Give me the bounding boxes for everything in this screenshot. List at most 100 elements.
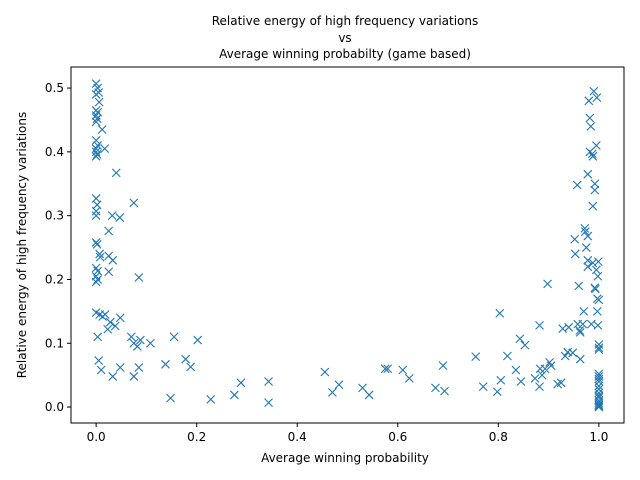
data-point <box>91 151 101 161</box>
x-tick-label: 1.0 <box>589 430 608 444</box>
data-point <box>93 332 103 342</box>
data-point <box>592 306 602 316</box>
data-point <box>478 382 488 392</box>
data-point <box>186 362 196 372</box>
data-point <box>578 319 588 329</box>
data-point <box>560 351 570 361</box>
data-point <box>134 363 144 372</box>
data-point <box>586 121 596 131</box>
data-point <box>588 258 598 268</box>
data-point <box>511 365 521 375</box>
data-point <box>91 238 101 247</box>
y-tick-label: 0.1 <box>45 336 64 350</box>
data-point <box>594 377 604 386</box>
data-point <box>320 367 330 377</box>
chart-title: Relative energy of high frequency variat… <box>212 14 479 61</box>
data-point <box>594 398 604 407</box>
data-point <box>166 393 175 403</box>
data-point <box>590 284 600 294</box>
data-point <box>134 273 144 282</box>
data-point <box>594 343 604 353</box>
data-point <box>169 332 179 342</box>
chart-title-line-3: Average winning probabilty (game based) <box>219 47 471 61</box>
data-point <box>530 373 540 383</box>
data-point <box>520 340 530 350</box>
data-point <box>91 147 101 157</box>
data-point <box>431 383 440 393</box>
data-point <box>594 384 604 394</box>
data-point <box>161 359 170 369</box>
data-point <box>206 395 216 404</box>
data-point <box>585 113 595 123</box>
data-point <box>440 386 449 396</box>
data-point <box>590 179 600 189</box>
data-point <box>574 281 584 291</box>
data-point <box>91 277 101 287</box>
data-point <box>593 271 603 281</box>
data-point <box>93 275 103 284</box>
data-point <box>91 206 101 216</box>
data-point <box>108 255 118 265</box>
data-point <box>594 388 604 398</box>
data-point <box>135 335 145 345</box>
data-point <box>334 380 344 390</box>
data-point <box>398 365 408 375</box>
data-point <box>91 211 101 221</box>
data-point <box>404 373 414 383</box>
data-point <box>515 334 525 344</box>
y-tick-label: 0.3 <box>45 209 64 223</box>
data-point <box>540 364 550 374</box>
data-point <box>383 364 393 374</box>
data-point <box>103 324 113 334</box>
data-point <box>583 169 593 179</box>
data-point <box>104 267 114 277</box>
data-point <box>471 352 481 362</box>
data-point <box>358 383 367 393</box>
data-point <box>537 370 547 380</box>
x-axis-ticks: 0.0 0.2 0.4 0.6 0.8 1.0 <box>87 423 608 444</box>
data-point <box>564 322 574 332</box>
data-point <box>558 324 568 333</box>
data-point <box>502 351 512 361</box>
data-point <box>92 114 102 124</box>
data-point <box>535 320 544 330</box>
data-point <box>92 239 102 249</box>
data-point <box>110 321 120 331</box>
data-point <box>98 312 108 321</box>
data-point <box>581 243 591 252</box>
data-point <box>126 332 136 342</box>
data-point <box>193 335 203 345</box>
x-tick-label: 0.6 <box>388 430 407 444</box>
data-point <box>535 382 544 392</box>
chart-title-line-2: vs <box>338 31 351 45</box>
data-point <box>264 377 273 386</box>
data-point <box>91 111 101 120</box>
data-points <box>91 79 604 412</box>
data-point <box>575 328 585 337</box>
data-point <box>594 401 604 411</box>
data-point <box>91 90 101 99</box>
data-point <box>580 224 590 233</box>
data-point <box>94 356 104 365</box>
data-point <box>264 398 273 407</box>
data-point <box>592 93 602 103</box>
data-point <box>593 257 603 266</box>
data-point <box>97 125 107 134</box>
data-point <box>328 387 337 397</box>
data-point <box>181 354 191 364</box>
data-point <box>115 313 125 323</box>
data-point <box>93 266 103 276</box>
data-point <box>593 320 603 330</box>
y-axis-label: Relative energy of high frequency variat… <box>15 112 29 379</box>
data-point <box>545 358 554 367</box>
data-point <box>590 185 600 195</box>
y-axis-ticks: 0.0 0.1 0.2 0.3 0.4 0.5 <box>45 81 71 414</box>
data-point <box>575 354 585 364</box>
data-point <box>104 226 114 236</box>
data-point <box>229 390 239 400</box>
y-tick-label: 0.0 <box>45 400 64 414</box>
data-point <box>583 255 593 265</box>
x-tick-label: 0.8 <box>489 430 508 444</box>
data-point <box>492 387 502 397</box>
